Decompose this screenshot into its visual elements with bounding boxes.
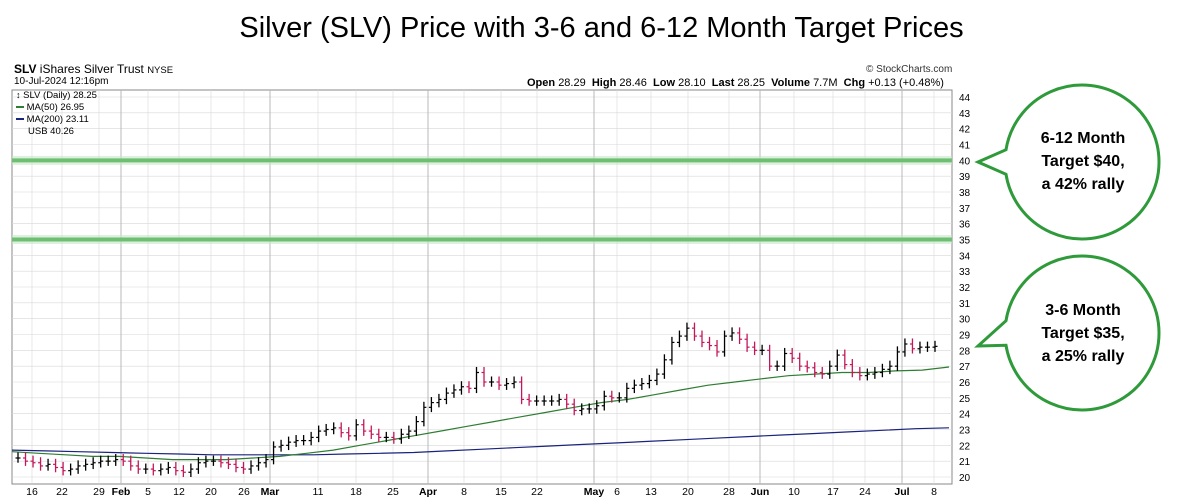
callout-3-6-line-2: Target $35, <box>1041 325 1125 342</box>
callout-6-12-line-2: Target $40, <box>1041 153 1125 170</box>
ma50-line <box>11 366 950 461</box>
x-tick-label: 10 <box>788 486 800 498</box>
x-tick-label: 22 <box>531 486 543 498</box>
legend-ma50-label: MA(50) 26.95 <box>26 102 85 113</box>
x-tick-label: 24 <box>859 486 871 498</box>
x-tick-label: 11 <box>313 486 324 498</box>
x-tick-label: 26 <box>238 486 250 498</box>
x-tick-label: 25 <box>387 486 399 498</box>
x-tick-label: 12 <box>173 486 185 498</box>
x-tick-label: 17 <box>827 486 839 498</box>
x-tick-label: 13 <box>645 486 657 498</box>
callout-bubble-6-12 <box>974 83 1161 241</box>
x-tick-label: 8 <box>461 486 467 498</box>
x-tick-label: May <box>584 486 605 498</box>
y-tick-label: 30 <box>959 315 971 326</box>
x-tick-label: 22 <box>56 486 68 498</box>
datetime: 10-Jul-2024 12:16pm <box>14 76 109 87</box>
y-tick-label: 28 <box>959 346 971 357</box>
x-tick-label: 15 <box>495 486 507 498</box>
x-tick-label: Mar <box>261 486 280 498</box>
x-tick-label: Jul <box>894 486 909 498</box>
y-tick-label: 34 <box>959 251 971 262</box>
y-tick-label: 27 <box>959 362 971 373</box>
legend-ma50: MA(50) 26.95 <box>16 102 84 113</box>
legend-usb: USB 40.26 <box>28 126 74 137</box>
x-tick-label: 28 <box>723 486 735 498</box>
ma200-swatch-icon <box>16 118 24 121</box>
x-tick-label: 18 <box>350 486 362 498</box>
high-label: High <box>591 77 617 89</box>
x-tick-label: 16 <box>26 486 38 498</box>
x-tick-label: 8 <box>931 486 937 498</box>
callout-bubble-3-6 <box>973 254 1161 412</box>
candle-icon: ↕ <box>16 90 21 100</box>
callout-6-12-month: 6-12 Month Target $40, a 42% rally <box>1010 127 1156 196</box>
y-tick-label: 23 <box>959 426 971 437</box>
y-tick-label: 22 <box>959 441 971 452</box>
y-tick-label: 20 <box>959 473 971 484</box>
x-tick-label: 29 <box>93 486 105 498</box>
low-value: 28.10 <box>678 77 706 89</box>
y-tick-label: 36 <box>959 220 971 231</box>
y-tick-label: 37 <box>959 204 971 215</box>
y-tick-label: 39 <box>959 172 971 183</box>
callout-3-6-month: 3-6 Month Target $35, a 25% rally <box>1010 299 1156 368</box>
ohlc-readout: Open 28.29 High 28.46 Low 28.10 Last 28.… <box>527 77 944 89</box>
exchange: NYSE <box>147 65 174 76</box>
x-tick-label: Apr <box>419 486 437 498</box>
y-tick-label: 32 <box>959 283 971 294</box>
ma50-swatch-icon <box>16 106 24 109</box>
volume-label: Volume <box>771 77 810 89</box>
last-label: Last <box>711 77 735 89</box>
volume-value: 7.7M <box>813 77 838 89</box>
last-value: 28.25 <box>737 77 765 89</box>
symbol-header: SLV iShares Silver Trust NYSE <box>14 62 173 76</box>
y-tick-label: 33 <box>959 267 971 278</box>
y-tick-label: 24 <box>959 410 971 421</box>
x-tick-label: 5 <box>145 486 151 498</box>
legend-slv-label: SLV (Daily) 28.25 <box>23 90 97 101</box>
y-tick-label: 31 <box>959 299 971 310</box>
y-tick-label: 25 <box>959 394 971 405</box>
open-value: 28.29 <box>558 77 586 89</box>
y-tick-label: 29 <box>959 331 971 342</box>
high-value: 28.46 <box>619 77 647 89</box>
open-label: Open <box>527 77 556 89</box>
x-tick-label: 6 <box>614 486 620 498</box>
chg-value: +0.13 (+0.48%) <box>868 77 944 89</box>
ma200-line <box>11 427 950 456</box>
y-tick-label: 43 <box>959 109 971 120</box>
y-tick-label: 38 <box>959 188 971 199</box>
y-tick-label: 44 <box>959 93 971 104</box>
symbol-name: iShares Silver Trust <box>39 62 144 76</box>
callout-3-6-line-3: a 25% rally <box>1041 348 1125 365</box>
symbol: SLV <box>14 62 37 76</box>
callout-6-12-line-1: 6-12 Month <box>1040 130 1126 147</box>
y-tick-label: 21 <box>959 457 971 468</box>
x-tick-label: Jun <box>751 486 770 498</box>
y-tick-label: 26 <box>959 378 971 389</box>
y-tick-label: 40 <box>959 156 971 167</box>
x-tick-label: Feb <box>112 486 131 498</box>
x-tick-label: 20 <box>682 486 694 498</box>
chg-label: Chg <box>843 77 866 89</box>
legend-slv: ↕ SLV (Daily) 28.25 <box>16 90 97 101</box>
y-tick-label: 41 <box>959 141 971 152</box>
low-label: Low <box>653 77 676 89</box>
legend-ma200: MA(200) 23.11 <box>16 114 89 125</box>
legend-ma200-label: MA(200) 23.11 <box>26 114 89 125</box>
stockcharts-credit: © StockCharts.com <box>866 64 953 75</box>
callout-6-12-line-3: a 42% rally <box>1041 176 1125 193</box>
y-tick-label: 35 <box>959 236 971 247</box>
x-tick-label: 20 <box>205 486 217 498</box>
chart-title: Silver (SLV) Price with 3-6 and 6-12 Mon… <box>239 12 964 44</box>
y-tick-label: 42 <box>959 125 971 136</box>
callout-3-6-line-1: 3-6 Month <box>1045 302 1121 319</box>
